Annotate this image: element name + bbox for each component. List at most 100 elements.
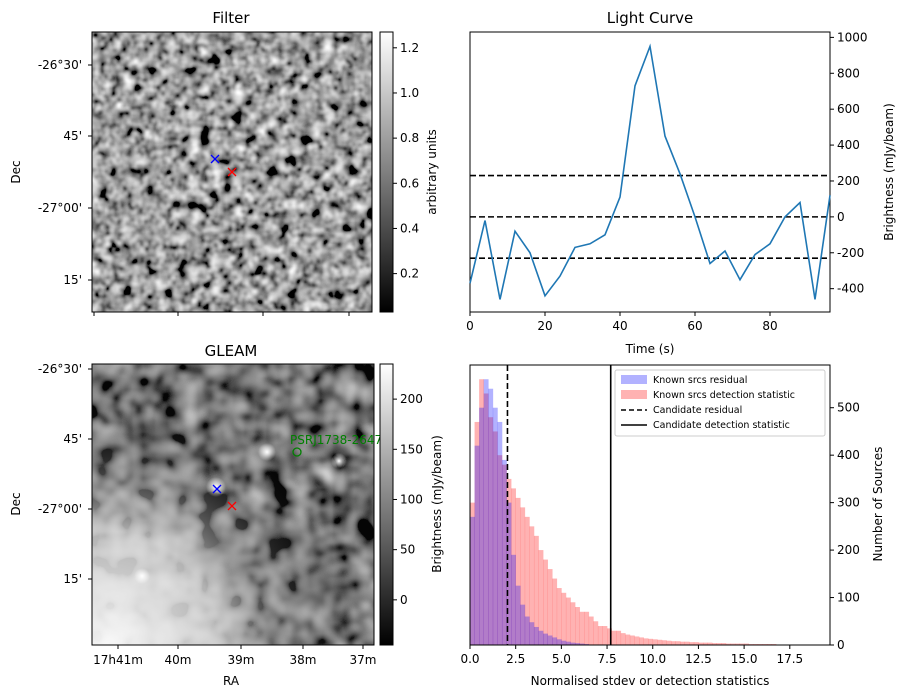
filter-frame <box>91 31 373 313</box>
detection-bar <box>511 488 516 645</box>
lightcurve-series-line <box>469 43 831 300</box>
histogram-ytick-label: 500 <box>837 401 860 415</box>
gleam-colorbar-tick-label: 150 <box>400 442 423 456</box>
filter-colorbar-tick-label: 0.2 <box>400 267 419 281</box>
residual-bar <box>506 502 512 645</box>
residual-bar <box>511 554 516 645</box>
detection-bar <box>575 607 580 645</box>
residual-bar <box>561 640 567 645</box>
gleam-pulsar-label: PSRJ1738-2647 <box>290 433 382 447</box>
lightcurve-ylabel: Brightness (mJy/beam) <box>882 103 896 241</box>
histogram-xtick-label: 17.5 <box>776 652 803 666</box>
detection-bar <box>547 569 553 645</box>
detection-bar <box>529 526 535 645</box>
detection-bar <box>488 417 494 645</box>
gleam-pulsar-marker <box>292 447 302 457</box>
filter-colorbar-tick-label: 1.2 <box>400 41 419 55</box>
residual-bar <box>492 407 498 645</box>
gleam-ytick-label-2: -27°00' <box>38 502 82 516</box>
filter-candidate-marker <box>210 154 220 164</box>
gleam-title: GLEAM <box>205 342 258 360</box>
histogram-bars <box>470 379 809 645</box>
residual-bar <box>483 379 489 645</box>
detection-bar <box>497 455 503 645</box>
residual-bar <box>501 459 507 645</box>
filter-panel: Filter -26°30' 45' -27°00' 15' Dec 0.20.… <box>9 9 439 316</box>
detection-bar <box>506 478 512 645</box>
gleam-colorbar-ticks: 0 50 100 150 200 <box>393 392 423 607</box>
detection-bar <box>702 642 708 645</box>
filter-colorbar-tick-label: 0.8 <box>400 131 419 145</box>
residual-bar <box>556 639 562 645</box>
detection-bar <box>707 642 713 645</box>
legend-label-candidate-detection: Candidate detection statistic <box>653 420 790 431</box>
gleam-bright-source <box>331 453 347 469</box>
detection-bar <box>584 611 590 645</box>
detection-bar <box>744 643 749 645</box>
residual-bar <box>552 637 558 645</box>
residual-bar <box>497 421 503 645</box>
detection-bar <box>671 641 676 645</box>
filter-pointing-marker <box>227 167 237 177</box>
residual-bar <box>529 622 535 645</box>
detection-bar <box>602 626 608 645</box>
detection-bar <box>565 597 571 645</box>
gleam-xtick-label-1: 40m <box>165 653 192 667</box>
filter-colorbar-label: arbitrary units <box>425 129 439 215</box>
gleam-bright-source <box>258 443 276 461</box>
gleam-bright-source <box>134 568 150 584</box>
gleam-colorbar-tick-label: 0 <box>400 593 408 607</box>
detection-bar <box>492 431 498 645</box>
gleam-xtick-label-4: 37m <box>350 653 377 667</box>
residual-bar <box>575 643 580 645</box>
detection-bar <box>666 640 672 645</box>
filter-colorbar <box>379 31 394 313</box>
histogram-xtick-label: 7.5 <box>598 652 617 666</box>
detection-bar <box>689 642 695 645</box>
detection-bar <box>625 634 631 645</box>
detection-bar <box>639 637 644 645</box>
detection-bar <box>515 497 521 645</box>
filter-title: Filter <box>212 9 250 27</box>
gleam-xtick-label-3: 38m <box>290 653 317 667</box>
histogram-candidate-lines <box>506 365 612 645</box>
lightcurve-xticks: 0 20 40 60 80 <box>466 312 778 333</box>
residual-bar <box>579 643 585 645</box>
lightcurve-title: Light Curve <box>607 9 693 27</box>
histogram-legend: Known srcs residual Known srcs detection… <box>614 369 826 437</box>
detection-bar <box>634 636 640 645</box>
residual-bar <box>547 635 553 645</box>
legend-label-residual: Known srcs residual <box>653 375 747 386</box>
gleam-xtick-label-2: 39m <box>228 653 255 667</box>
detection-bar <box>620 633 626 645</box>
lightcurve-xtick-label: 40 <box>612 319 627 333</box>
histogram-panel: 0.0 2.5 5.0 7.5 10.0 12.5 15.0 17.5 0 100 200 300 4… <box>460 364 885 688</box>
gleam-ytick-label-1: 45' <box>63 432 82 446</box>
histogram-xtick-label: 10.0 <box>639 652 666 666</box>
histogram-yticks: 0 100 200 300 400 500 <box>830 401 860 652</box>
histogram-xlabel: Normalised stdev or detection statistics <box>531 674 770 688</box>
detection-bar <box>533 535 539 645</box>
histogram-xtick-label: 12.5 <box>685 652 712 666</box>
residual-bar <box>565 641 571 645</box>
histogram-ylabel: Number of Sources <box>871 447 885 562</box>
detection-bar <box>524 516 530 645</box>
detection-bar <box>570 602 576 645</box>
filter-colorbar-ticks: 0.2 0.4 0.6 0.8 1.0 1.2 <box>393 41 419 281</box>
lightcurve-ytick-label: 800 <box>837 66 860 80</box>
lightcurve-xlabel: Time (s) <box>625 342 675 356</box>
detection-bar <box>648 638 654 645</box>
filter-ticks <box>88 64 350 316</box>
residual-bar <box>533 626 539 645</box>
lightcurve-ytick-label: 1000 <box>837 30 868 44</box>
detection-bar <box>597 626 603 645</box>
filter-ytick-label-0: -26°30' <box>38 58 82 72</box>
detection-bar <box>721 643 727 645</box>
filter-colorbar-tick-label: 0.4 <box>400 221 419 235</box>
lightcurve-ytick-label: 0 <box>837 210 845 224</box>
lightcurve-ytick-label: 600 <box>837 102 860 116</box>
detection-bar <box>643 638 649 645</box>
detection-bar <box>552 578 558 645</box>
residual-bar <box>570 642 576 645</box>
